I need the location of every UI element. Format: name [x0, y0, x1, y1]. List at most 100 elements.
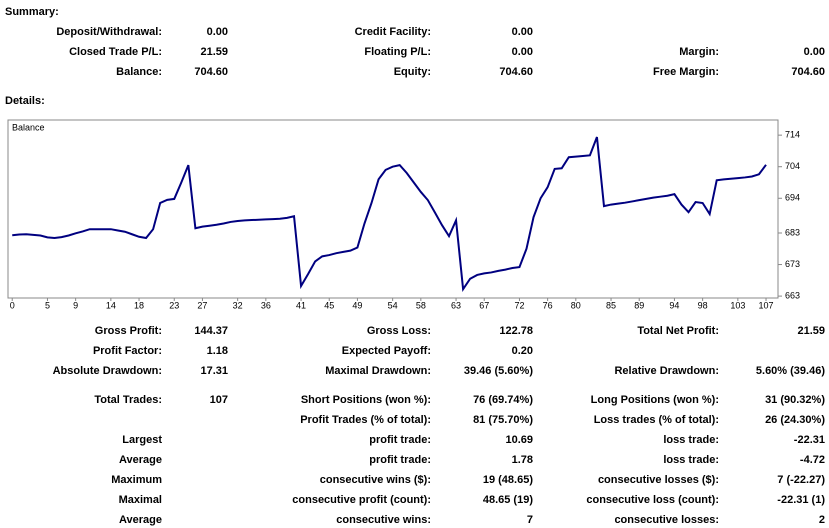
x-tick-label: 85 [606, 300, 616, 310]
label: Short Positions (won %): [301, 394, 431, 406]
label: Deposit/Withdrawal: [56, 26, 162, 38]
value: 144.37 [194, 325, 228, 337]
x-tick-label: 63 [451, 300, 461, 310]
value: 704.60 [499, 66, 533, 78]
x-tick-label: 49 [352, 300, 362, 310]
label: Total Net Profit: [637, 325, 719, 337]
x-tick-label: 9 [73, 300, 78, 310]
value: 10.69 [505, 434, 533, 446]
label: Profit Trades (% of total): [300, 414, 431, 426]
label: Closed Trade P/L: [69, 46, 162, 58]
label: Expected Payoff: [342, 345, 431, 357]
value: 0.00 [512, 26, 533, 38]
x-tick-label: 14 [106, 300, 116, 310]
x-tick-label: 23 [169, 300, 179, 310]
x-tick-label: 0 [10, 300, 15, 310]
value: 0.20 [512, 345, 533, 357]
x-tick-label: 58 [416, 300, 426, 310]
x-tick-label: 107 [759, 300, 774, 310]
x-tick-label: 94 [669, 300, 679, 310]
value: 5.60% (39.46) [756, 365, 825, 377]
x-tick-label: 41 [296, 300, 306, 310]
label: Maximal Drawdown: [325, 365, 431, 377]
value: 0.00 [207, 26, 228, 38]
value: 26 (24.30%) [765, 414, 825, 426]
x-tick-label: 80 [571, 300, 581, 310]
label: loss trade: [663, 434, 719, 446]
label: consecutive wins: [336, 514, 431, 526]
x-tick-label: 45 [324, 300, 334, 310]
x-tick-label: 54 [388, 300, 398, 310]
label: Balance: [116, 66, 162, 78]
x-tick-label: 18 [134, 300, 144, 310]
label: consecutive losses: [614, 514, 719, 526]
label: Average [119, 454, 162, 466]
value: 21.59 [200, 46, 228, 58]
label: Relative Drawdown: [614, 365, 719, 377]
value: 81 (75.70%) [473, 414, 533, 426]
value: -22.31 (1) [777, 494, 825, 506]
value: 39.46 (5.60%) [464, 365, 533, 377]
value: 107 [210, 394, 228, 406]
label: Free Margin: [653, 66, 719, 78]
label: Profit Factor: [93, 345, 162, 357]
value: 17.31 [200, 365, 228, 377]
label: consecutive profit (count): [292, 494, 431, 506]
details-title: Details: [5, 95, 45, 107]
label: Margin: [679, 46, 719, 58]
label: Floating P/L: [364, 46, 431, 58]
y-tick-label: 663 [785, 290, 800, 300]
value: 19 (48.65) [483, 474, 533, 486]
y-tick-label: 704 [785, 161, 800, 171]
y-tick-label: 694 [785, 193, 800, 203]
x-tick-label: 5 [45, 300, 50, 310]
value: 122.78 [499, 325, 533, 337]
value: 21.59 [797, 325, 825, 337]
label: consecutive wins ($): [320, 474, 431, 486]
chart-frame [7, 119, 779, 299]
value: 1.18 [207, 345, 228, 357]
summary-title: Summary: [5, 6, 59, 18]
label: Maximum [111, 474, 162, 486]
y-tick-label: 683 [785, 227, 800, 237]
x-tick-label: 98 [698, 300, 708, 310]
y-tick-label: 673 [785, 259, 800, 269]
label: Absolute Drawdown: [53, 365, 162, 377]
value: 1.78 [512, 454, 533, 466]
x-tick-label: 67 [479, 300, 489, 310]
x-tick-label: 89 [634, 300, 644, 310]
value: 7 (-22.27) [777, 474, 825, 486]
label: consecutive loss (count): [586, 494, 719, 506]
label: profit trade: [369, 454, 431, 466]
x-tick-label: 32 [233, 300, 243, 310]
label: Loss trades (% of total): [594, 414, 719, 426]
label: Gross Profit: [95, 325, 162, 337]
value: -22.31 [794, 434, 825, 446]
label: Average [119, 514, 162, 526]
x-tick-label: 76 [543, 300, 553, 310]
label: Gross Loss: [367, 325, 431, 337]
y-tick-label: 714 [785, 130, 800, 140]
label: Long Positions (won %): [591, 394, 719, 406]
label: consecutive losses ($): [598, 474, 719, 486]
series-label: Balance [12, 122, 45, 132]
label: Largest [122, 434, 162, 446]
value: 7 [527, 514, 533, 526]
label: Total Trades: [94, 394, 162, 406]
label: profit trade: [369, 434, 431, 446]
value: 704.60 [194, 66, 228, 78]
value: 76 (69.74%) [473, 394, 533, 406]
x-tick-label: 27 [197, 300, 207, 310]
value: 2 [819, 514, 825, 526]
label: loss trade: [663, 454, 719, 466]
value: 48.65 (19) [483, 494, 533, 506]
value: 31 (90.32%) [765, 394, 825, 406]
value: 704.60 [791, 66, 825, 78]
value: 0.00 [804, 46, 825, 58]
x-tick-label: 36 [261, 300, 271, 310]
x-tick-label: 72 [514, 300, 524, 310]
label: Equity: [394, 66, 431, 78]
balance-line [12, 136, 767, 293]
